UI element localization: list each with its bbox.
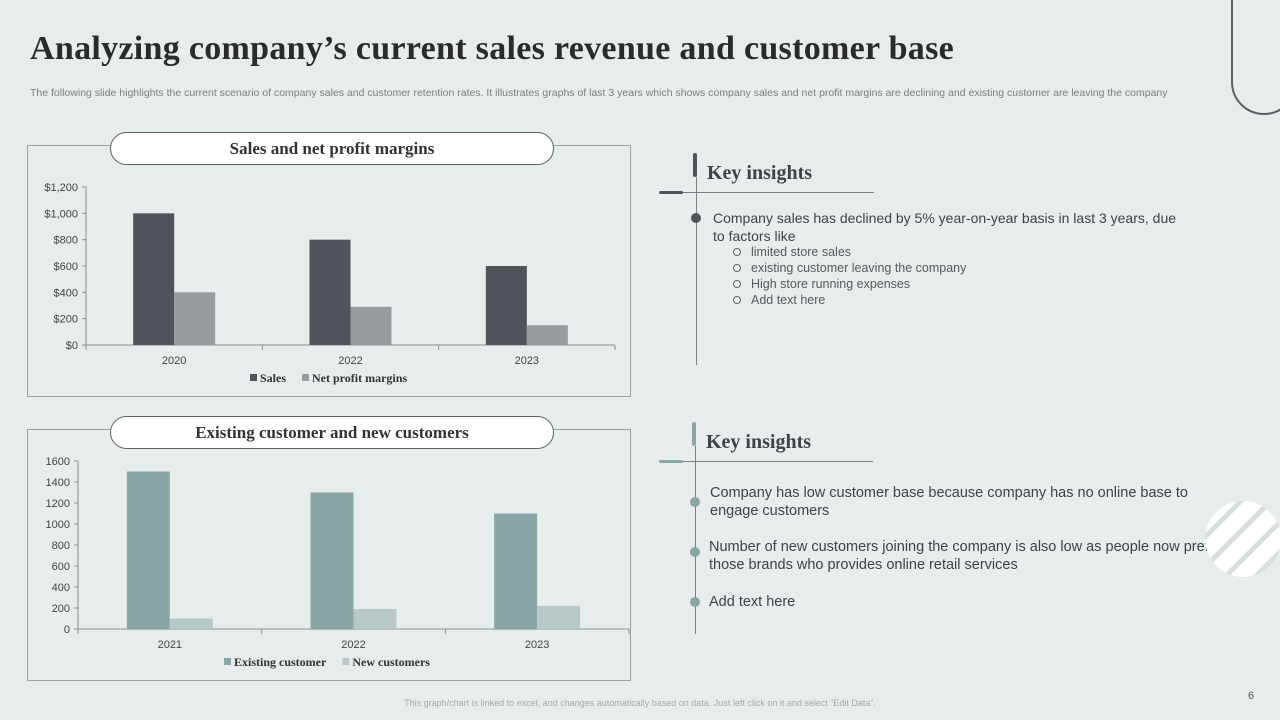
- chart-title-sales: Sales and net profit margins: [229, 138, 435, 158]
- bar-sales: [133, 213, 175, 345]
- x-tick-label: 2022: [338, 355, 362, 367]
- insight1-sub-item: existing customer leaving the company: [733, 260, 1133, 276]
- y-tick-label: $0: [66, 340, 78, 352]
- insight1-accent-dash: [659, 191, 683, 194]
- y-tick-label: $1,000: [44, 208, 78, 220]
- x-tick-label: 2023: [515, 355, 539, 367]
- bar-existing-customer: [126, 471, 170, 629]
- insight2-bullet-dot: [690, 497, 700, 507]
- insight2-bullet: Company has low customer base because co…: [710, 485, 1188, 519]
- chart-panel-sales: $0 $200 $400 $600 $800 $1,000 $1,200 2020 2022 20…: [27, 145, 631, 397]
- legend-swatch: [250, 374, 257, 381]
- insight2-divider: [683, 461, 873, 462]
- legend-label: Sales: [260, 371, 286, 385]
- bar-new-customers: [169, 618, 213, 629]
- y-tick-label: 600: [52, 561, 70, 573]
- y-tick-label: $1,200: [44, 182, 78, 194]
- insight1-sub-item: High store running expenses: [733, 276, 1133, 292]
- insight2-bullet-dot: [690, 547, 700, 557]
- y-tick-label: 800: [52, 540, 70, 552]
- chart-title-pill-sales: Sales and net profit margins: [110, 132, 554, 165]
- insight1-sub-item: limited store sales: [733, 244, 1133, 260]
- insight1-bullet: Company sales has declined by 5% year-on…: [713, 210, 1177, 244]
- page-title: Analyzing company’s current sales revenu…: [30, 30, 955, 67]
- insight2-bullet: Add text here: [709, 594, 796, 610]
- bar-sales: [309, 239, 351, 345]
- chart-panel-customers: 0 200 400 600 800 1000 1200 1400 1600 2021 2022 202…: [27, 429, 631, 681]
- insight2-bullet-dot: [690, 597, 700, 607]
- y-tick-label: $800: [54, 235, 78, 247]
- legend-label: Net profit margins: [312, 371, 407, 385]
- bar-new-customers: [353, 609, 397, 629]
- insight2-accent-bar: [692, 422, 696, 446]
- chart-title-pill-customers: Existing customer and new customers: [110, 416, 554, 449]
- y-tick-label: 1000: [46, 519, 70, 531]
- y-tick-label: 200: [52, 603, 70, 615]
- legend-swatch: [342, 658, 350, 665]
- y-tick-label: 400: [52, 582, 70, 594]
- insight1-sub-item: Add text here: [733, 292, 1133, 308]
- insight1-bullet-dot: [691, 213, 701, 223]
- bar-existing-customer: [310, 492, 354, 629]
- insight2-timeline-line: [695, 446, 696, 634]
- legend-label: Existing customer: [234, 655, 327, 669]
- bar-new-customers: [537, 605, 581, 629]
- bar-existing-customer: [494, 513, 538, 629]
- legend-swatch: [224, 658, 231, 665]
- decorative-striped-circle: [1205, 501, 1280, 577]
- y-tick-label: 1400: [46, 477, 70, 489]
- insight1-accent-bar: [693, 153, 697, 177]
- insight2-heading: Key insights: [706, 431, 812, 453]
- x-tick-label: 2020: [162, 355, 186, 367]
- customers-chart: 0 200 400 600 800 1000 1200 1400 1600 2021 2022 202…: [46, 456, 630, 669]
- bar-net-profit-margins: [174, 292, 216, 345]
- decorative-clip-shape: [1231, 0, 1280, 115]
- y-tick-label: 1200: [46, 498, 70, 510]
- bar-sales: [485, 266, 527, 345]
- x-tick-label: 2021: [158, 639, 182, 651]
- y-tick-label: $600: [54, 261, 78, 273]
- insight2-accent-dash: [659, 460, 683, 463]
- y-tick-label: 1600: [46, 456, 70, 468]
- insight2-bullet: Number of new customers joining the comp…: [709, 539, 1222, 573]
- legend-swatch: [302, 374, 310, 381]
- x-tick-label: 2022: [341, 639, 365, 651]
- bar-net-profit-margins: [526, 325, 568, 345]
- sales-profit-chart: $0 $200 $400 $600 $800 $1,000 $1,200 2020 2022 20…: [44, 182, 616, 385]
- y-tick-label: $400: [54, 287, 78, 299]
- footer-note: This graph/chart is linked to excel, and…: [404, 698, 876, 708]
- bar-net-profit-margins: [350, 306, 392, 345]
- insight1-timeline-line: [696, 177, 697, 365]
- insight1-heading: Key insights: [707, 162, 813, 184]
- insight1-sub-list: limited store sales existing customer le…: [733, 244, 1133, 308]
- legend-label: New customers: [352, 655, 430, 669]
- page-number: 6: [1248, 690, 1255, 702]
- chart-title-customers: Existing customer and new customers: [195, 422, 469, 442]
- x-tick-label: 2023: [525, 639, 549, 651]
- y-tick-label: $200: [54, 314, 78, 326]
- page-subtitle: The following slide highlights the curre…: [30, 87, 1168, 99]
- y-tick-label: 0: [64, 624, 70, 636]
- insight1-divider: [683, 192, 874, 193]
